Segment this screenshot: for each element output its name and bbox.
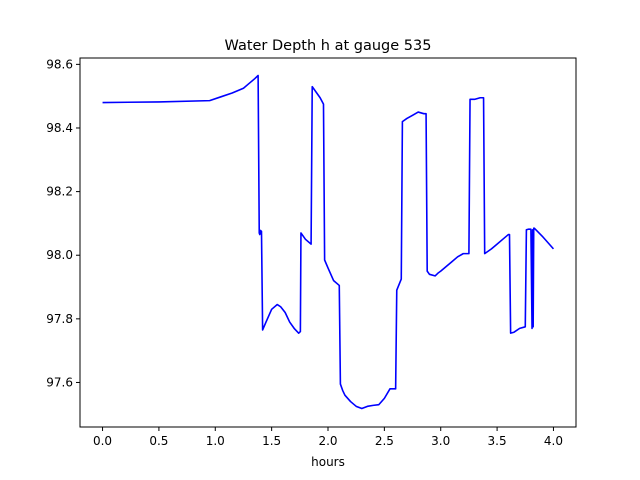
x-tick-label: 1.5 <box>262 434 281 448</box>
x-tick-label: 0.0 <box>93 434 112 448</box>
x-tick-label: 2.0 <box>318 434 337 448</box>
x-tick-label: 1.0 <box>206 434 225 448</box>
y-tick-label: 98.0 <box>46 248 73 262</box>
x-tick-label: 2.5 <box>375 434 394 448</box>
x-axis-label: hours <box>311 455 345 469</box>
y-tick-label: 98.6 <box>46 57 73 71</box>
x-tick-label: 0.5 <box>149 434 168 448</box>
y-axis: 97.6 97.8 98.0 98.2 98.4 98.6 <box>46 57 80 389</box>
y-tick-label: 98.2 <box>46 185 73 199</box>
chart-title: Water Depth h at gauge 535 <box>225 38 432 54</box>
x-tick-label: 4.0 <box>544 434 563 448</box>
series-line-0 <box>102 74 555 410</box>
y-tick-label: 97.8 <box>46 312 73 326</box>
plot-area <box>102 74 555 410</box>
x-tick-label: 3.5 <box>488 434 507 448</box>
y-tick-label: 98.4 <box>46 121 73 135</box>
y-tick-label: 97.6 <box>46 375 73 389</box>
x-axis: 0.0 0.5 1.0 1.5 2.0 2.5 3.0 3.5 4.0 <box>93 427 563 448</box>
plot-frame <box>79 57 577 428</box>
x-tick-label: 3.0 <box>431 434 450 448</box>
